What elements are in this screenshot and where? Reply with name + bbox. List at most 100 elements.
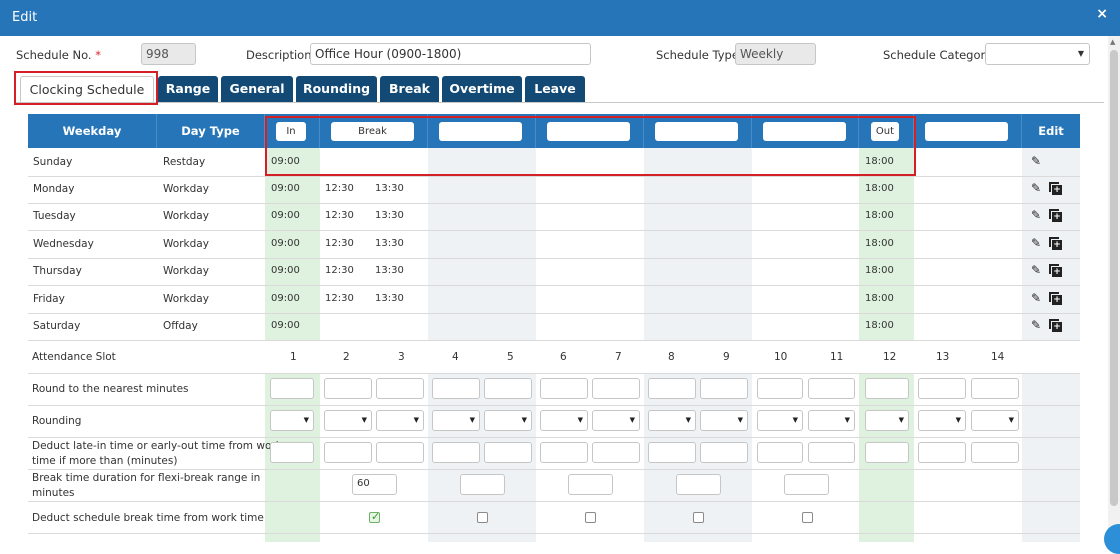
deduct-break-checkbox-4[interactable] <box>693 512 704 523</box>
rounding-select-8[interactable]: ▼ <box>648 410 696 431</box>
description-field[interactable]: Office Hour (0900-1800) <box>310 43 591 65</box>
round-input-12[interactable] <box>865 378 909 399</box>
rounding-select-10[interactable]: ▼ <box>757 410 803 431</box>
copy-add-icon[interactable]: + <box>1049 264 1062 277</box>
round-input-13[interactable] <box>918 378 966 399</box>
slot-header-box[interactable] <box>655 122 738 141</box>
break-start-cell[interactable]: 12:30 <box>325 210 354 221</box>
deduct-late-input-7[interactable] <box>592 442 640 463</box>
scroll-up-icon[interactable]: ▲ <box>1110 38 1116 46</box>
round-input-3[interactable] <box>376 378 424 399</box>
slot-header-box[interactable] <box>925 122 1008 141</box>
deduct-late-input-5[interactable] <box>484 442 532 463</box>
break-duration-input-1[interactable]: 60 <box>352 474 397 495</box>
deduct-late-input-4[interactable] <box>432 442 480 463</box>
break-start-cell[interactable]: 12:30 <box>325 293 354 304</box>
rounding-select-13[interactable]: ▼ <box>918 410 966 431</box>
deduct-late-input-1[interactable] <box>270 442 314 463</box>
round-input-14[interactable] <box>971 378 1019 399</box>
break-header-box[interactable]: Break <box>331 122 414 141</box>
in-time-cell[interactable]: 09:00 <box>271 265 300 276</box>
deduct-late-input-9[interactable] <box>700 442 748 463</box>
break-start-cell[interactable]: 12:30 <box>325 265 354 276</box>
rounding-select-2[interactable]: ▼ <box>324 410 372 431</box>
scrollbar-thumb[interactable] <box>1110 50 1118 506</box>
deduct-break-checkbox-1[interactable]: ✓ <box>369 510 380 523</box>
out-header-box[interactable]: Out <box>871 122 899 141</box>
in-time-cell[interactable]: 09:00 <box>271 156 300 167</box>
pencil-icon[interactable]: ✎ <box>1031 181 1042 195</box>
tab-leave[interactable]: Leave <box>525 76 585 102</box>
vertical-scrollbar[interactable]: ▲ <box>1108 36 1120 542</box>
rounding-select-12[interactable]: ▼ <box>865 410 909 431</box>
round-input-6[interactable] <box>540 378 588 399</box>
break-duration-input-4[interactable] <box>676 474 721 495</box>
break-end-cell[interactable]: 13:30 <box>375 183 404 194</box>
round-input-5[interactable] <box>484 378 532 399</box>
break-end-cell[interactable]: 13:30 <box>375 265 404 276</box>
out-time-cell[interactable]: 18:00 <box>865 183 894 194</box>
round-input-10[interactable] <box>757 378 803 399</box>
rounding-select-6[interactable]: ▼ <box>540 410 588 431</box>
deduct-late-input-3[interactable] <box>376 442 424 463</box>
pencil-icon[interactable]: ✎ <box>1031 236 1042 250</box>
in-time-cell[interactable]: 09:00 <box>271 238 300 249</box>
break-end-cell[interactable]: 13:30 <box>375 210 404 221</box>
tab-rounding[interactable]: Rounding <box>296 76 377 102</box>
rounding-select-7[interactable]: ▼ <box>592 410 640 431</box>
out-time-cell[interactable]: 18:00 <box>865 265 894 276</box>
round-input-11[interactable] <box>808 378 855 399</box>
round-input-4[interactable] <box>432 378 480 399</box>
break-start-cell[interactable]: 12:30 <box>325 238 354 249</box>
in-time-cell[interactable]: 09:00 <box>271 293 300 304</box>
deduct-break-checkbox-5[interactable] <box>802 512 813 523</box>
break-duration-input-2[interactable] <box>460 474 505 495</box>
break-duration-input-5[interactable] <box>784 474 829 495</box>
slot-header-box[interactable] <box>439 122 522 141</box>
rounding-select-3[interactable]: ▼ <box>376 410 424 431</box>
deduct-late-input-14[interactable] <box>971 442 1019 463</box>
rounding-select-14[interactable]: ▼ <box>971 410 1019 431</box>
out-time-cell[interactable]: 18:00 <box>865 156 894 167</box>
deduct-late-input-12[interactable] <box>865 442 909 463</box>
tab-overtime[interactable]: Overtime <box>442 76 522 102</box>
rounding-select-5[interactable]: ▼ <box>484 410 532 431</box>
pencil-icon[interactable]: ✎ <box>1031 291 1042 305</box>
break-duration-input-3[interactable] <box>568 474 613 495</box>
deduct-late-input-13[interactable] <box>918 442 966 463</box>
tab-clocking-schedule[interactable]: Clocking Schedule <box>20 76 154 102</box>
deduct-late-input-11[interactable] <box>808 442 855 463</box>
copy-add-icon[interactable]: + <box>1049 237 1062 250</box>
in-time-cell[interactable]: 09:00 <box>271 183 300 194</box>
break-end-cell[interactable]: 13:30 <box>375 293 404 304</box>
break-start-cell[interactable]: 12:30 <box>325 183 354 194</box>
slot-header-box[interactable] <box>547 122 630 141</box>
deduct-break-checkbox-3[interactable] <box>585 512 596 523</box>
deduct-late-input-8[interactable] <box>648 442 696 463</box>
rounding-select-11[interactable]: ▼ <box>808 410 855 431</box>
in-time-cell[interactable]: 09:00 <box>271 320 300 331</box>
round-input-9[interactable] <box>700 378 748 399</box>
rounding-select-4[interactable]: ▼ <box>432 410 480 431</box>
round-input-1[interactable] <box>270 378 314 399</box>
tab-general[interactable]: General <box>221 76 293 102</box>
copy-add-icon[interactable]: + <box>1049 292 1062 305</box>
out-time-cell[interactable]: 18:00 <box>865 293 894 304</box>
schedule-category-select[interactable]: ▼ <box>985 43 1090 65</box>
out-time-cell[interactable]: 18:00 <box>865 238 894 249</box>
round-input-8[interactable] <box>648 378 696 399</box>
slot-header-box[interactable] <box>763 122 846 141</box>
rounding-select-9[interactable]: ▼ <box>700 410 748 431</box>
close-icon[interactable]: × <box>1096 6 1108 22</box>
pencil-icon[interactable]: ✎ <box>1031 154 1042 168</box>
tab-range[interactable]: Range <box>158 76 218 102</box>
schedule-no-field[interactable]: 998 <box>141 43 196 65</box>
copy-add-icon[interactable]: + <box>1049 209 1062 222</box>
in-time-cell[interactable]: 09:00 <box>271 210 300 221</box>
copy-add-icon[interactable]: + <box>1049 319 1062 332</box>
rounding-select-1[interactable]: ▼ <box>270 410 314 431</box>
out-time-cell[interactable]: 18:00 <box>865 320 894 331</box>
help-bubble-icon[interactable] <box>1104 524 1120 554</box>
deduct-late-input-10[interactable] <box>757 442 803 463</box>
tab-break[interactable]: Break <box>380 76 439 102</box>
